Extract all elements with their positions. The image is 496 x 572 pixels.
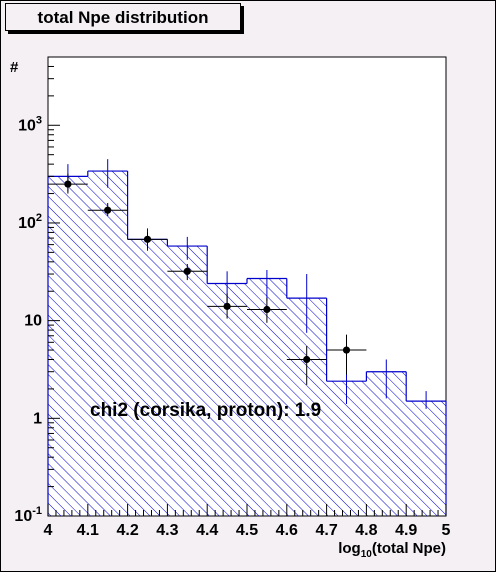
x-tick-label: 4.6	[276, 522, 298, 539]
mc-hatch-fill	[48, 171, 446, 516]
x-tick-label: 4.1	[77, 522, 99, 539]
data-point	[183, 267, 191, 275]
x-tick-label: 4.7	[315, 522, 337, 539]
y-tick-label: 10	[24, 313, 42, 330]
x-tick-label: 5	[442, 522, 451, 539]
y-tick-label: 103	[18, 114, 42, 134]
chart-title-box: total Npe distribution	[5, 3, 241, 31]
data-point	[223, 302, 231, 310]
axes: 4 4.1 4.2 4.3 4.4 4.5 4.6 4.7 4.8 4.9 5 10-1 1 10 102 1…	[14, 56, 451, 539]
data-point	[303, 355, 311, 364]
y-axis-title: #	[10, 59, 19, 76]
y-tick-label: 1	[33, 410, 42, 427]
x-axis-title-sub: 10	[361, 549, 373, 560]
x-tick-label: 4	[44, 522, 53, 539]
data-point	[342, 346, 351, 354]
data-point	[263, 305, 271, 314]
y-tick-label: 10-1	[14, 505, 42, 525]
data-point	[104, 206, 112, 214]
x-tick-label: 4.5	[236, 522, 258, 539]
x-tick-label: 4.9	[395, 522, 417, 539]
x-tick-label: 4.3	[156, 522, 178, 539]
x-tick-label: 4.4	[196, 522, 218, 539]
x-axis-title-rest: (total Npe)	[372, 540, 446, 557]
y-tick-label: 102	[18, 212, 42, 232]
data-point	[64, 180, 72, 188]
x-tick-label: 4.2	[116, 522, 138, 539]
data-points	[48, 173, 367, 385]
x-tick-label: 4.8	[355, 522, 377, 539]
chart-title: total Npe distribution	[37, 8, 209, 27]
x-axis-title-base: log	[338, 540, 361, 557]
chi2-annotation: chi2 (corsika, proton): 1.9	[90, 400, 321, 421]
data-point	[143, 235, 152, 243]
x-axis-title: log10(total Npe)	[338, 540, 446, 560]
